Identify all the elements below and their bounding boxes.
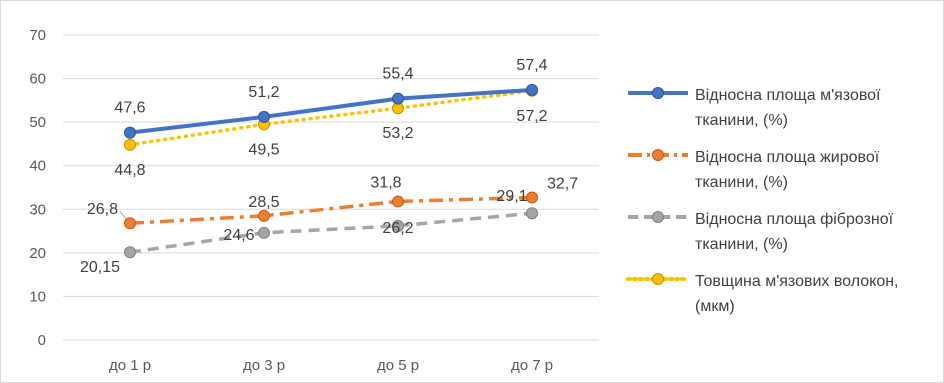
data-label-muscle-area-4: 57,4 [516,57,547,74]
legend-item-muscle-area: Відносна площа м'язової тканини, (%) [626,83,936,145]
legend-item-fat-area: Відносна площа жирової тканини, (%) [626,145,936,207]
y-axis: 0 10 20 30 40 50 60 70 [29,27,46,349]
data-label-fibrous-area-1: 20,15 [80,259,120,276]
data-label-fat-area-3: 31,8 [370,174,401,191]
x-tick-label-2: до 3 р [243,357,285,374]
marker-fat-area-4 [526,191,538,204]
marker-muscle-area-1 [124,126,136,139]
marker-fibrous-area-2 [258,226,270,239]
marker-muscle-area-4 [526,83,538,96]
data-label-muscle-area-3: 55,4 [382,66,413,83]
data-label-fat-area-2: 28,5 [248,194,279,211]
y-tick-label-30: 30 [29,201,46,218]
marker-fibrous-area-1 [124,246,136,259]
y-tick-label-0: 0 [38,332,46,349]
marker-fibrous-area-3 [392,219,404,232]
series-markers [124,83,538,259]
leader-line-fat-area-1 [119,210,127,220]
data-label-fat-area-1: 26,8 [87,201,118,218]
data-label-muscle-area-1: 47,6 [114,100,145,117]
series-lines [128,87,534,254]
data-label-fiber-thickness-3: 53,2 [382,125,413,142]
legend-label-fiber-thickness: Товщина м'язових волокон, (мкм) [695,273,899,315]
legend-item-fiber-thickness: Товщина м'язових волокон, (мкм) [626,269,936,331]
y-tick-label-60: 60 [29,71,46,88]
legend-label-fat-area: Відносна площа жирової тканини, (%) [695,149,880,191]
data-label-fibrous-area-4: 29,1 [496,188,527,205]
marker-muscle-area-2 [258,110,270,123]
y-tick-label-10: 10 [29,288,46,305]
data-label-muscle-area-2: 51,2 [248,84,279,101]
legend: Відносна площа м'язової тканини, (%) Від… [626,83,936,331]
series-line-muscle-area [128,87,534,135]
data-label-fibrous-area-3: 26,2 [382,220,413,237]
legend-swatch-fiber-thickness [626,273,690,285]
series-line-fat-area [129,195,533,225]
y-tick-label-20: 20 [29,245,46,262]
gridlines [63,34,599,341]
legend-swatch-muscle-area [628,87,688,99]
data-label-fibrous-area-2: 24,6 [223,227,254,244]
legend-swatch-fibrous-area [628,211,688,223]
marker-fat-area-2 [258,209,270,222]
marker-muscle-area-3 [392,92,404,105]
x-axis: до 1 р до 3 р до 5 р до 7 р [109,357,553,374]
marker-fat-area-1 [124,217,136,230]
x-tick-label-1: до 1 р [109,357,151,374]
x-tick-label-4: до 7 р [511,357,553,374]
data-labels: 47,6 51,2 55,4 57,4 26,8 28,5 31,8 32,7 20,15 24,… [80,57,578,276]
legend-item-fibrous-area: Відносна площа фіброзної тканини, (%) [626,207,936,269]
marker-fiber-thickness-1 [124,138,136,151]
x-tick-label-3: до 5 р [377,357,419,374]
legend-swatch-fat-area [628,149,688,161]
data-label-fiber-thickness-1: 44,8 [114,162,145,179]
legend-label-muscle-area: Відносна площа м'язової тканини, (%) [695,87,881,129]
legend-label-fibrous-area: Відносна площа фіброзної тканини, (%) [695,211,894,253]
y-tick-label-70: 70 [29,27,46,44]
y-tick-label-40: 40 [29,158,46,175]
y-tick-label-50: 50 [29,114,46,131]
series-line-fiber-thickness [128,89,534,147]
marker-fat-area-3 [392,195,404,208]
marker-fibrous-area-4 [526,207,538,220]
data-label-fat-area-4: 32,7 [547,176,578,193]
series-line-fibrous-area [129,211,533,254]
data-label-fiber-thickness-2: 49,5 [248,141,279,158]
data-label-fiber-thickness-4: 57,2 [516,108,547,125]
